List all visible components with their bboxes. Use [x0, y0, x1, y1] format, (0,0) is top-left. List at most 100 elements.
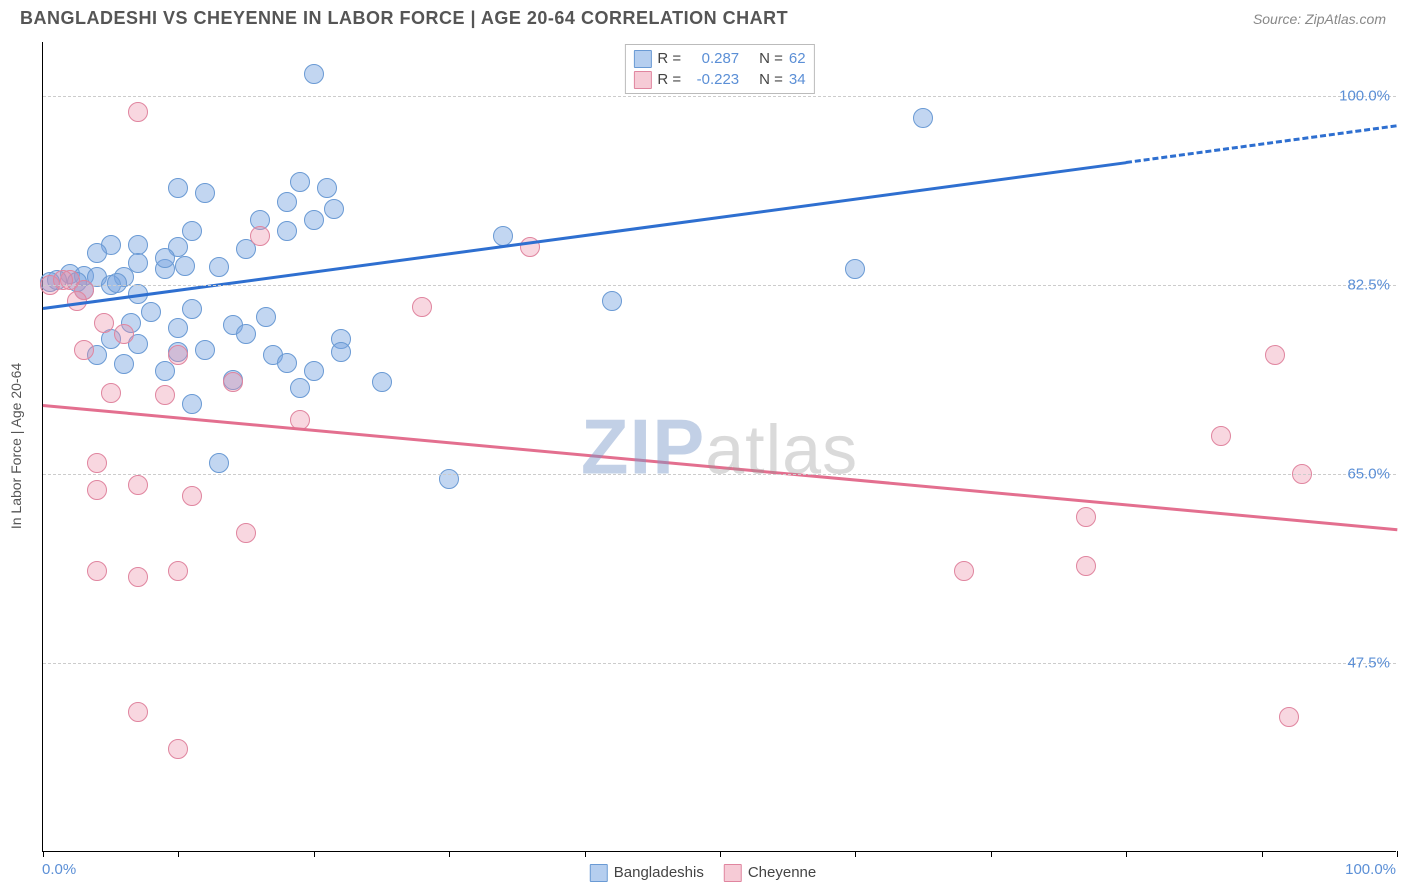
data-point — [277, 192, 297, 212]
data-point — [141, 302, 161, 322]
data-point — [304, 64, 324, 84]
data-point — [195, 340, 215, 360]
data-point — [277, 353, 297, 373]
data-point — [87, 243, 107, 263]
x-axis-min-label: 0.0% — [42, 861, 76, 878]
data-point — [256, 307, 276, 327]
regression-line — [43, 404, 1397, 531]
x-tick — [1126, 851, 1127, 857]
plot-area — [43, 42, 1396, 851]
correlation-legend: R = 0.287 N = 62R =-0.223N =34 — [624, 44, 814, 94]
data-point — [845, 259, 865, 279]
data-point — [1265, 345, 1285, 365]
series-legend-item: Bangladeshis — [590, 864, 704, 882]
data-point — [87, 453, 107, 473]
x-axis-max-label: 100.0% — [1345, 861, 1396, 878]
data-point — [236, 523, 256, 543]
gridline — [43, 285, 1396, 286]
series-legend-label: Cheyenne — [748, 864, 816, 881]
data-point — [209, 257, 229, 277]
y-tick-label: 65.0% — [1347, 466, 1390, 483]
data-point — [1076, 507, 1096, 527]
x-tick — [991, 851, 992, 857]
data-point — [94, 313, 114, 333]
x-tick — [1397, 851, 1398, 857]
data-point — [87, 561, 107, 581]
gridline — [43, 96, 1396, 97]
data-point — [223, 372, 243, 392]
legend-swatch — [633, 71, 651, 89]
legend-r-label: R = — [657, 69, 681, 90]
data-point — [168, 178, 188, 198]
regression-line — [1126, 124, 1397, 164]
data-point — [182, 394, 202, 414]
data-point — [128, 235, 148, 255]
legend-n-value: 62 — [789, 48, 806, 69]
legend-row: R = 0.287 N = 62 — [633, 48, 805, 69]
legend-n-label: N = — [759, 48, 783, 69]
data-point — [168, 739, 188, 759]
data-point — [175, 256, 195, 276]
data-point — [1076, 556, 1096, 576]
series-legend: Bangladeshis Cheyenne — [590, 864, 816, 882]
x-tick — [585, 851, 586, 857]
data-point — [290, 378, 310, 398]
data-point — [331, 342, 351, 362]
data-point — [128, 567, 148, 587]
x-tick — [720, 851, 721, 857]
gridline — [43, 474, 1396, 475]
data-point — [412, 297, 432, 317]
series-legend-label: Bangladeshis — [614, 864, 704, 881]
y-tick-label: 100.0% — [1339, 88, 1390, 105]
data-point — [209, 453, 229, 473]
y-tick-label: 82.5% — [1347, 277, 1390, 294]
legend-row: R =-0.223N =34 — [633, 69, 805, 90]
data-point — [250, 226, 270, 246]
data-point — [155, 248, 175, 268]
data-point — [324, 199, 344, 219]
data-point — [168, 345, 188, 365]
x-tick — [178, 851, 179, 857]
data-point — [155, 361, 175, 381]
data-point — [372, 372, 392, 392]
data-point — [1279, 707, 1299, 727]
legend-swatch — [724, 864, 742, 882]
data-point — [1211, 426, 1231, 446]
chart-title: BANGLADESHI VS CHEYENNE IN LABOR FORCE |… — [20, 8, 788, 29]
data-point — [954, 561, 974, 581]
x-tick — [314, 851, 315, 857]
data-point — [87, 480, 107, 500]
data-point — [168, 318, 188, 338]
data-point — [114, 324, 134, 344]
data-point — [74, 340, 94, 360]
x-tick — [1262, 851, 1263, 857]
x-tick — [855, 851, 856, 857]
data-point — [101, 383, 121, 403]
x-tick — [43, 851, 44, 857]
data-point — [913, 108, 933, 128]
data-point — [128, 475, 148, 495]
legend-n-label: N = — [759, 69, 783, 90]
legend-swatch — [633, 50, 651, 68]
data-point — [304, 361, 324, 381]
data-point — [128, 702, 148, 722]
data-point — [195, 183, 215, 203]
data-point — [128, 102, 148, 122]
gridline — [43, 663, 1396, 664]
series-legend-item: Cheyenne — [724, 864, 816, 882]
chart-source: Source: ZipAtlas.com — [1253, 11, 1386, 27]
y-tick-label: 47.5% — [1347, 655, 1390, 672]
data-point — [182, 486, 202, 506]
data-point — [168, 561, 188, 581]
legend-r-label: R = — [657, 48, 681, 69]
legend-swatch — [590, 864, 608, 882]
data-point — [155, 385, 175, 405]
chart-header: BANGLADESHI VS CHEYENNE IN LABOR FORCE |… — [0, 0, 1406, 37]
data-point — [114, 354, 134, 374]
data-point — [290, 172, 310, 192]
data-point — [182, 299, 202, 319]
data-point — [439, 469, 459, 489]
chart-area: ZIPatlas R =0.287N =62R =-0.223N =34 47.… — [42, 42, 1396, 852]
data-point — [107, 273, 127, 293]
legend-r-value: 0.287 — [687, 48, 739, 69]
